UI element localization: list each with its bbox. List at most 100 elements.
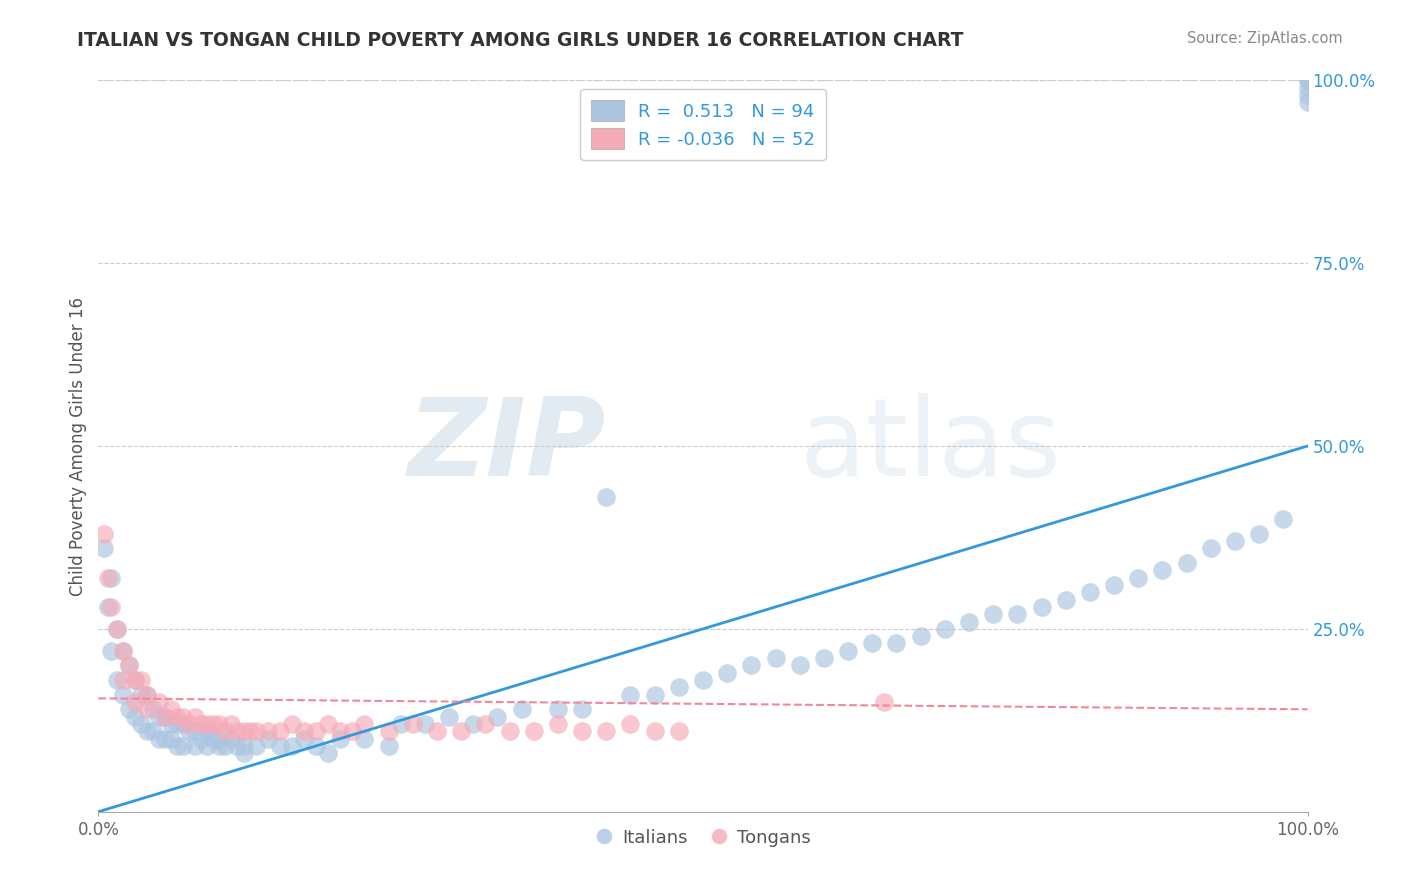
Point xyxy=(111,688,134,702)
Point xyxy=(124,673,146,687)
Point xyxy=(124,709,146,723)
Point xyxy=(148,695,170,709)
Point xyxy=(166,717,188,731)
Point xyxy=(1249,526,1271,541)
Point xyxy=(226,724,249,739)
Point xyxy=(1296,80,1319,95)
Point xyxy=(214,724,236,739)
Point xyxy=(329,731,352,746)
Point xyxy=(981,607,1004,622)
Point xyxy=(353,731,375,746)
Point xyxy=(281,717,304,731)
Point xyxy=(153,709,176,723)
Point xyxy=(100,571,122,585)
Point xyxy=(148,709,170,723)
Point xyxy=(837,644,859,658)
Point xyxy=(153,709,176,723)
Point xyxy=(1223,534,1246,549)
Point xyxy=(644,724,666,739)
Point xyxy=(232,746,254,760)
Point xyxy=(1054,592,1077,607)
Text: Source: ZipAtlas.com: Source: ZipAtlas.com xyxy=(1187,31,1343,46)
Point xyxy=(316,717,339,731)
Point xyxy=(239,724,262,739)
Point xyxy=(129,717,152,731)
Point xyxy=(111,673,134,687)
Point xyxy=(195,717,218,731)
Text: ITALIAN VS TONGAN CHILD POVERTY AMONG GIRLS UNDER 16 CORRELATION CHART: ITALIAN VS TONGAN CHILD POVERTY AMONG GI… xyxy=(77,31,965,50)
Point xyxy=(1272,512,1295,526)
Point xyxy=(160,731,183,746)
Point xyxy=(389,717,412,731)
Point xyxy=(208,739,231,753)
Point xyxy=(571,702,593,716)
Point xyxy=(221,717,243,731)
Point xyxy=(692,673,714,687)
Text: ZIP: ZIP xyxy=(408,393,606,499)
Point xyxy=(148,731,170,746)
Point xyxy=(377,739,399,753)
Point xyxy=(118,658,141,673)
Point xyxy=(184,739,207,753)
Point xyxy=(124,673,146,687)
Point xyxy=(377,724,399,739)
Point xyxy=(269,739,291,753)
Point xyxy=(202,731,225,746)
Point xyxy=(232,724,254,739)
Point xyxy=(353,717,375,731)
Point xyxy=(886,636,908,650)
Point xyxy=(190,731,212,746)
Point xyxy=(813,651,835,665)
Point xyxy=(179,724,201,739)
Point xyxy=(184,709,207,723)
Point xyxy=(486,709,509,723)
Point xyxy=(245,739,267,753)
Point xyxy=(873,695,896,709)
Point xyxy=(281,739,304,753)
Point xyxy=(129,673,152,687)
Point xyxy=(329,724,352,739)
Point xyxy=(135,688,157,702)
Point xyxy=(195,724,218,739)
Point xyxy=(172,709,194,723)
Point xyxy=(547,702,569,716)
Point xyxy=(97,571,120,585)
Point xyxy=(1128,571,1150,585)
Point xyxy=(105,622,128,636)
Point xyxy=(214,739,236,753)
Point xyxy=(190,717,212,731)
Point xyxy=(498,724,520,739)
Point xyxy=(111,644,134,658)
Point xyxy=(153,731,176,746)
Point xyxy=(595,490,617,504)
Point xyxy=(160,702,183,716)
Point xyxy=(172,717,194,731)
Point xyxy=(245,724,267,739)
Point xyxy=(269,724,291,739)
Point xyxy=(510,702,533,716)
Point xyxy=(232,739,254,753)
Point xyxy=(100,644,122,658)
Point xyxy=(93,526,115,541)
Point xyxy=(142,724,165,739)
Point xyxy=(765,651,787,665)
Point xyxy=(437,709,460,723)
Point xyxy=(118,658,141,673)
Point xyxy=(342,724,364,739)
Point xyxy=(97,599,120,614)
Point xyxy=(644,688,666,702)
Text: atlas: atlas xyxy=(800,393,1062,499)
Point xyxy=(305,724,328,739)
Point xyxy=(595,724,617,739)
Point xyxy=(208,717,231,731)
Point xyxy=(1102,578,1125,592)
Point xyxy=(860,636,883,650)
Point xyxy=(1152,563,1174,577)
Point xyxy=(124,695,146,709)
Point xyxy=(135,724,157,739)
Point xyxy=(571,724,593,739)
Point xyxy=(100,599,122,614)
Point xyxy=(934,622,956,636)
Point xyxy=(1007,607,1029,622)
Point xyxy=(619,688,641,702)
